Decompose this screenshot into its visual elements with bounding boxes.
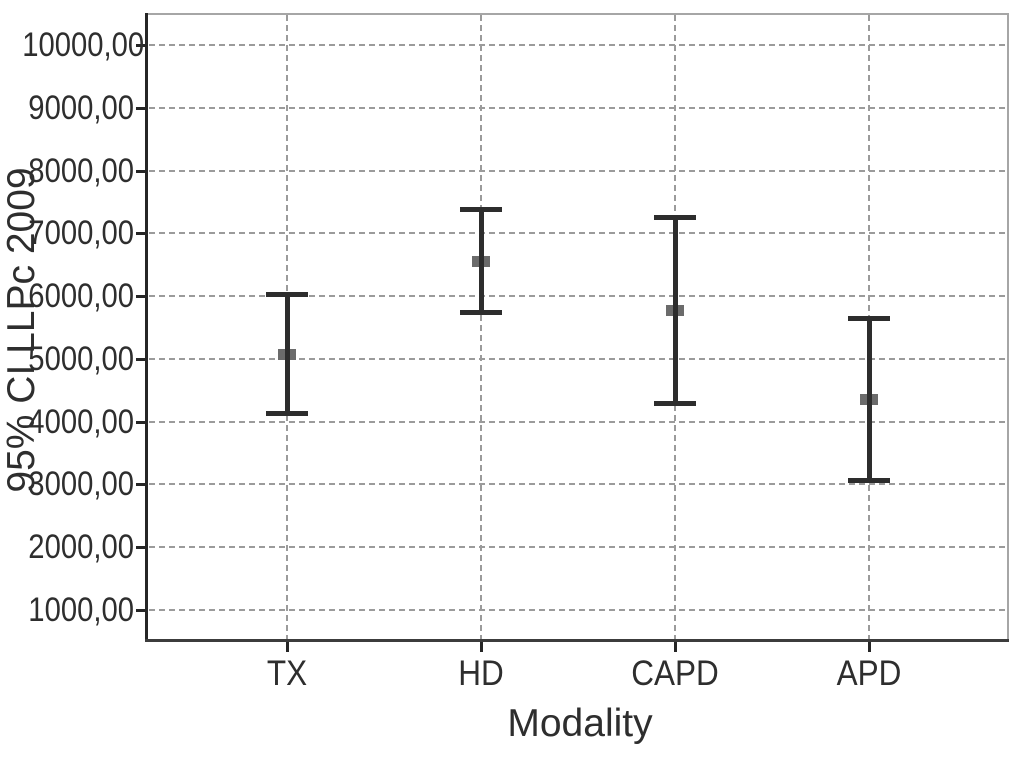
y-axis-line: [145, 13, 148, 642]
h-gridline: [149, 546, 1007, 548]
y-tick-label: 4000,00: [28, 403, 134, 441]
x-axis-tick: [674, 642, 677, 652]
errorbar-cap-lower-tx: [266, 411, 308, 416]
h-gridline: [149, 421, 1007, 423]
y-axis-tick: [136, 232, 146, 235]
x-tick-label: TX: [266, 654, 308, 693]
x-axis-line: [145, 639, 1009, 642]
y-tick-label: 5000,00: [28, 340, 134, 378]
y-axis-tick: [136, 483, 146, 486]
x-axis-tick: [868, 642, 871, 652]
h-gridline: [149, 170, 1007, 172]
x-axis-tick: [286, 642, 289, 652]
y-axis-tick: [136, 107, 146, 110]
y-tick-label: 2000,00: [28, 528, 134, 566]
errorbar-cap-upper-apd: [848, 316, 890, 321]
y-axis-tick: [136, 44, 146, 47]
plot-area: [148, 15, 1007, 639]
y-tick-label: 10000,00: [22, 26, 145, 64]
y-tick-label: 7000,00: [28, 214, 134, 252]
y-axis-tick: [136, 546, 146, 549]
x-tick-label: HD: [458, 654, 504, 693]
h-gridline: [149, 609, 1007, 611]
x-axis-title: Modality: [507, 702, 653, 745]
v-gridline: [480, 15, 482, 639]
y-axis-tick: [136, 170, 146, 173]
errorbar-cap-upper-hd: [460, 207, 502, 212]
y-tick-label: 6000,00: [28, 277, 134, 315]
errorbar-cap-lower-apd: [848, 478, 890, 483]
h-gridline: [149, 483, 1007, 485]
y-axis-tick: [136, 295, 146, 298]
h-gridline: [149, 44, 1007, 46]
y-axis-tick: [136, 358, 146, 361]
h-gridline: [149, 107, 1007, 109]
errorbar-cap-lower-hd: [460, 310, 502, 315]
errorbar-cap-upper-capd: [654, 215, 696, 220]
errorbar-cap-upper-tx: [266, 292, 308, 297]
h-gridline: [149, 232, 1007, 234]
plot-frame-right: [1007, 13, 1009, 642]
y-axis-tick: [136, 609, 146, 612]
x-tick-label: APD: [836, 654, 902, 693]
errorbar-line-capd: [673, 217, 678, 403]
y-tick-label: 1000,00: [28, 591, 134, 629]
x-tick-label: CAPD: [631, 654, 719, 693]
errorbar-line-hd: [479, 209, 484, 312]
y-tick-label: 3000,00: [28, 465, 134, 503]
y-tick-label: 9000,00: [28, 89, 134, 127]
h-gridline: [149, 295, 1007, 297]
y-axis-tick: [136, 421, 146, 424]
y-axis-title: 95% CI LLPc 2009: [0, 167, 43, 493]
x-axis-tick: [480, 642, 483, 652]
y-tick-label: 8000,00: [28, 152, 134, 190]
plot-frame-top: [145, 13, 1009, 15]
errorbar-line-tx: [285, 294, 290, 413]
errorbar-cap-lower-capd: [654, 401, 696, 406]
errorbar-line-apd: [867, 318, 872, 480]
h-gridline: [149, 358, 1007, 360]
